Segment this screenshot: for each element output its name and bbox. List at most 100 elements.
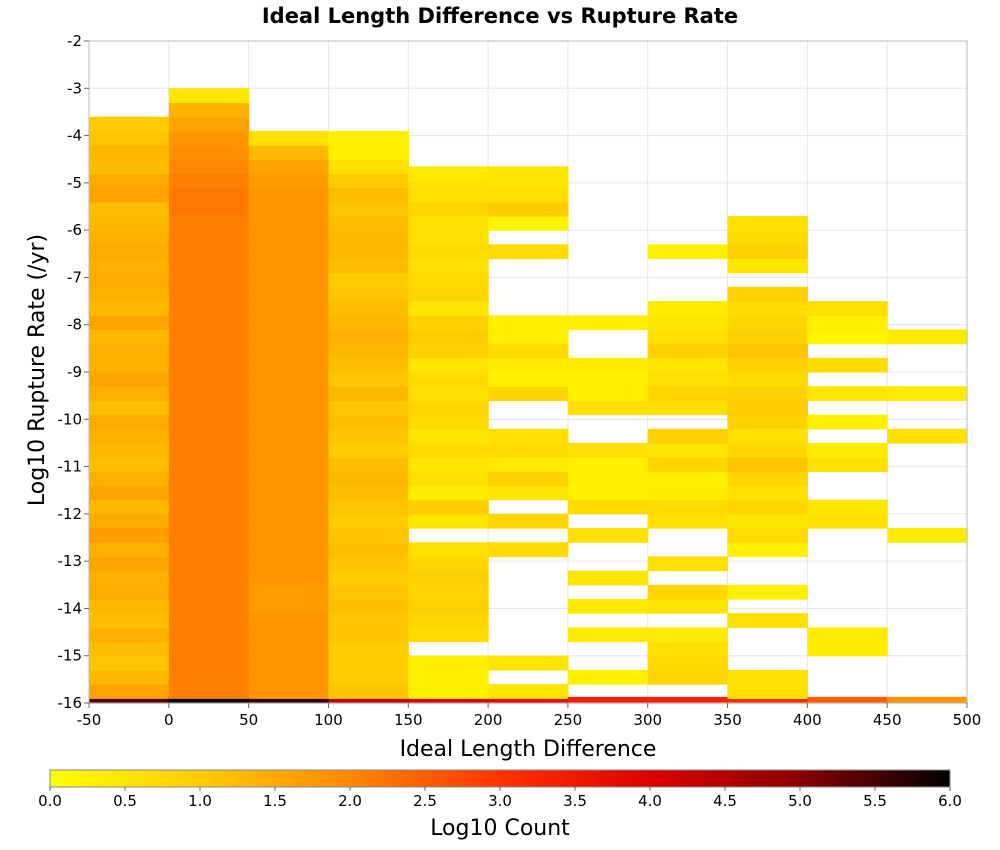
heatmap-cell [647,669,729,685]
heatmap-cell [89,230,170,245]
heatmap-cell [807,442,888,458]
heatmap-cell [168,627,250,643]
heatmap-cell [248,528,330,543]
heatmap-cell [727,499,808,515]
heatmap-cell [168,669,250,685]
heatmap-cell [89,556,170,572]
heatmap-cell [488,187,569,203]
heatmap-cell [168,329,250,345]
heatmap-cell [408,215,489,231]
heatmap-cell [89,655,170,671]
heatmap-cell [727,215,808,231]
heatmap-cell [248,428,330,444]
heatmap-cell [408,471,489,487]
heatmap-cell [89,570,170,586]
heatmap-cell [248,442,330,458]
heatmap-cell [408,357,489,373]
heatmap-cell [727,457,808,472]
heatmap-cell [647,357,729,373]
heatmap-cell [408,187,489,203]
heatmap-cell [727,542,808,558]
heatmap-cell [647,584,729,600]
heatmap-cell [328,145,409,160]
colorbar-tick-label: 2.0 [338,792,362,810]
heatmap-cell [248,215,330,231]
heatmap-cell [647,244,729,260]
heatmap-cell [488,471,569,487]
colorbar-tick-label: 6.0 [938,792,962,810]
heatmap-cell [89,329,170,345]
x-axis-label: Ideal Length Difference [400,737,657,762]
heatmap-cell [248,627,330,643]
heatmap-cell [89,471,170,487]
heatmap-cell [89,696,170,704]
x-tick-label: 200 [474,711,503,729]
heatmap-cell [328,258,409,274]
heatmap-cell [807,301,888,316]
heatmap-cell [168,215,250,231]
heatmap-cell [807,357,888,373]
heatmap-cell [168,471,250,487]
heatmap-cell [567,400,649,416]
heatmap-cell [807,414,888,430]
heatmap-cell [89,343,170,359]
heatmap-cell [168,613,250,628]
heatmap-cell [408,485,489,501]
heatmap-cell [248,598,330,614]
heatmap-cell [168,244,250,260]
heatmap-cell [727,442,808,458]
heatmap-cell [328,471,409,487]
heatmap-cell [567,442,649,458]
heatmap-cell [408,258,489,274]
heatmap-cell [727,669,808,685]
heatmap-cell [168,343,250,359]
heatmap-cell [727,485,808,501]
heatmap-cell [647,457,729,472]
heatmap-cell [248,201,330,217]
heatmap-cell [168,315,250,331]
heatmap-cell [408,542,489,558]
heatmap-cell [248,258,330,274]
heatmap-cell [647,343,729,359]
heatmap-cell [89,130,170,146]
heatmap-cell [408,499,489,515]
y-tick-label: -15 [58,647,83,665]
heatmap-cell [168,457,250,472]
heatmap-cell [727,372,808,387]
heatmap-cell [647,499,729,515]
y-tick-label: -5 [67,174,82,192]
x-tick-label: 50 [239,711,258,729]
x-tick-label: 350 [713,711,742,729]
heatmap-cell [328,485,409,501]
heatmap-cell [89,627,170,643]
y-tick-label: -10 [58,410,83,428]
heatmap-cell [647,598,729,614]
heatmap-cell [727,258,808,274]
heatmap-cell [807,696,888,704]
x-tick-label: 450 [873,711,902,729]
heatmap-cell [647,696,729,704]
heatmap-cell [248,684,330,699]
heatmap-cell [89,272,170,288]
heatmap-cell [328,499,409,515]
heatmap-cell [328,669,409,685]
heatmap-cell [168,696,250,704]
heatmap-cell [168,641,250,657]
heatmap-cell [408,301,489,316]
heatmap-cell [89,613,170,628]
heatmap-cell [168,513,250,529]
heatmap-cell [567,528,649,543]
heatmap-cell [89,301,170,316]
heatmap-cell [328,244,409,260]
heatmap-cell [488,428,569,444]
heatmap-cell [248,696,330,704]
heatmap-cell [248,641,330,657]
heatmap-cell [328,215,409,231]
heatmap-cell [89,499,170,515]
heatmap-cell [248,584,330,600]
heatmap-cell [727,400,808,416]
heatmap-cell [887,696,968,704]
heatmap-cell [488,684,569,699]
heatmap-cell [168,598,250,614]
heatmap-cell [488,315,569,331]
